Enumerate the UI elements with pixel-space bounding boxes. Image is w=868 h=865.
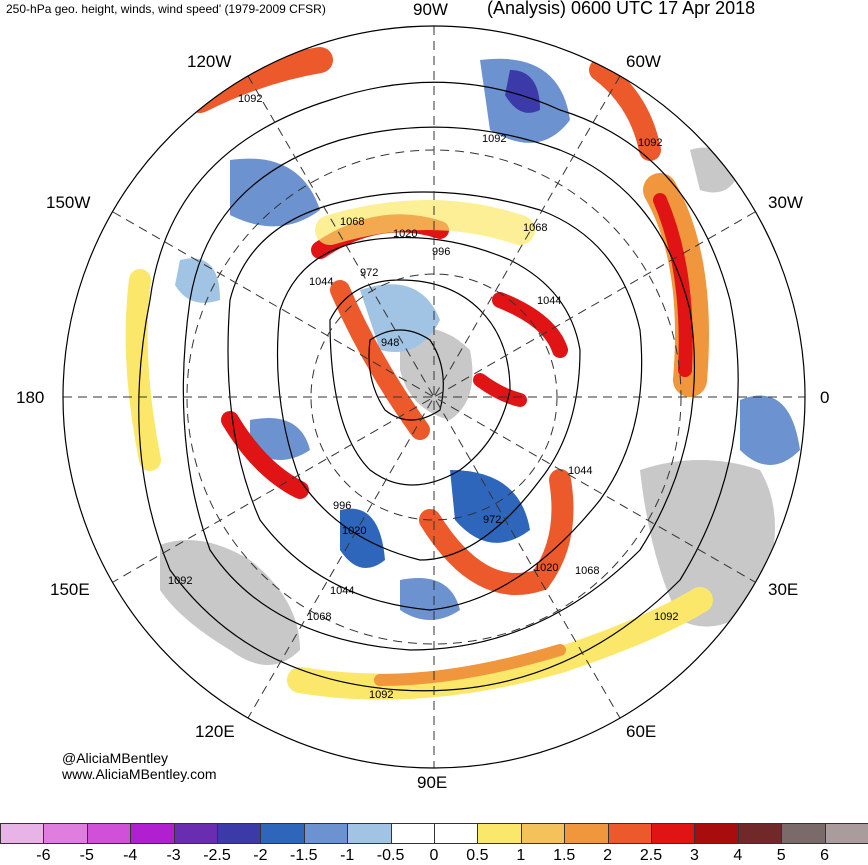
colorbar-tick-label: -1 — [340, 847, 355, 864]
contour-label: 1068 — [575, 565, 599, 577]
contour-label: 1044 — [330, 585, 354, 597]
lon-label-right: 0 — [820, 388, 830, 407]
contour-label: 1092 — [638, 137, 662, 149]
colorbar-tick-label: 2 — [603, 847, 613, 864]
colorbar-cell — [0, 823, 45, 844]
contour-label: 1092 — [654, 611, 678, 623]
colorbar-tick-label: -2 — [253, 847, 268, 864]
lon-label-left: 180 — [16, 388, 45, 407]
graticule — [63, 26, 805, 768]
credit-website: www.AliciaMBentley.com — [62, 766, 217, 782]
colorbar-tick-label: -4 — [123, 847, 138, 864]
colorbar-cell — [737, 823, 783, 844]
map-boundary — [62, 25, 806, 769]
colorbar-tick-label: 1 — [516, 847, 526, 864]
lon-label-left-upper: 150W — [46, 193, 91, 212]
contour-label: 1092 — [369, 689, 393, 701]
colorbar-tick-label: 0 — [429, 847, 439, 864]
colorbar-cell — [260, 823, 305, 844]
lon-label-right-lower: 30E — [768, 580, 799, 599]
colorbar-cell — [347, 823, 392, 844]
colorbar-tick-label: 5 — [776, 847, 786, 864]
colorbar-cell — [651, 823, 696, 844]
contour-label: 996 — [333, 500, 351, 512]
colorbar: -6 -5 -4 -3 -2.5 -2 -1.5 -1 -0.5 0 0.5 1 1.5 2 2.5 3 4 5 6 — [0, 823, 868, 865]
contour-labels: 1092 1092 1092 1068 1020 996 1068 1044 9… — [168, 93, 678, 701]
colorbar-tick-label: -0.5 — [376, 847, 405, 864]
valid-time: (Analysis) 0600 UTC 17 Apr 2018 — [487, 0, 756, 18]
colorbar-tick-label: 0.5 — [466, 847, 489, 864]
polar-map: 1092 1092 1092 1068 1020 996 1068 1044 9… — [62, 25, 806, 769]
lon-label-upper-left: 120W — [187, 52, 232, 71]
colorbar-cell — [390, 823, 435, 844]
colorbar-tick-label: 2.5 — [639, 847, 663, 864]
contour-label: 1044 — [309, 276, 333, 288]
colorbar-cell — [824, 823, 868, 844]
colorbar-cell — [607, 823, 652, 844]
colorbar-tick-label: -2.5 — [203, 847, 231, 864]
contour-label: 972 — [360, 267, 378, 279]
colorbar-cell — [217, 823, 262, 844]
lon-label-lower-right: 60E — [626, 722, 657, 741]
negative-anomaly-shading — [175, 58, 800, 620]
contour-label: 1020 — [393, 228, 417, 240]
lon-label-right-upper: 30W — [768, 193, 803, 212]
land-masses — [160, 147, 775, 665]
colorbar-tick-label: 1.5 — [553, 847, 576, 864]
colorbar-tick-label: 4 — [733, 847, 743, 864]
colorbar-tick-label: 6 — [820, 847, 830, 864]
colorbar-tick-label: -5 — [79, 847, 94, 864]
contour-label: 1092 — [482, 133, 506, 145]
lon-label-lower-left: 120E — [195, 722, 235, 741]
colorbar-cell — [434, 823, 479, 844]
contour-label: 1068 — [340, 216, 364, 228]
contour-label: 1020 — [534, 562, 558, 574]
lon-label-bottom: 90E — [417, 773, 448, 792]
colorbar-cell — [694, 823, 739, 844]
contour-label: 1092 — [238, 93, 262, 105]
colorbar-cell — [303, 823, 349, 844]
lon-label-left-lower: 150E — [50, 580, 90, 599]
colorbar-cell — [43, 823, 88, 844]
contour-label: 1068 — [307, 611, 331, 623]
colorbar-cell — [86, 823, 132, 844]
colorbar-cell — [564, 823, 609, 844]
contour-label: 996 — [432, 246, 450, 258]
height-contours — [138, 81, 739, 692]
colorbar-cell — [173, 823, 218, 844]
contour-label: 972 — [483, 514, 501, 526]
chart-title: 250-hPa geo. height, winds, wind speed' … — [6, 2, 326, 16]
colorbar-cell — [130, 823, 175, 844]
contour-label: 1020 — [342, 525, 366, 537]
colorbar-tick-label: -1.5 — [290, 847, 318, 864]
contour-label: 948 — [381, 337, 399, 349]
contour-label: 1092 — [168, 575, 192, 587]
colorbar-cell — [781, 823, 826, 844]
contour-label: 1044 — [568, 465, 592, 477]
colorbar-cell — [477, 823, 522, 844]
colorbar-tick-label: -6 — [36, 847, 51, 864]
lon-label-top: 90W — [413, 0, 448, 19]
lon-label-upper-right: 60W — [626, 52, 661, 71]
credit-handle: @AliciaMBentley — [62, 750, 169, 766]
contour-label: 1068 — [523, 222, 547, 234]
colorbar-cell — [520, 823, 566, 844]
colorbar-tick-label: 3 — [689, 847, 699, 864]
colorbar-tick-label: -3 — [166, 847, 181, 864]
positive-anomaly-shading — [125, 47, 713, 700]
contour-label: 1044 — [537, 295, 561, 307]
